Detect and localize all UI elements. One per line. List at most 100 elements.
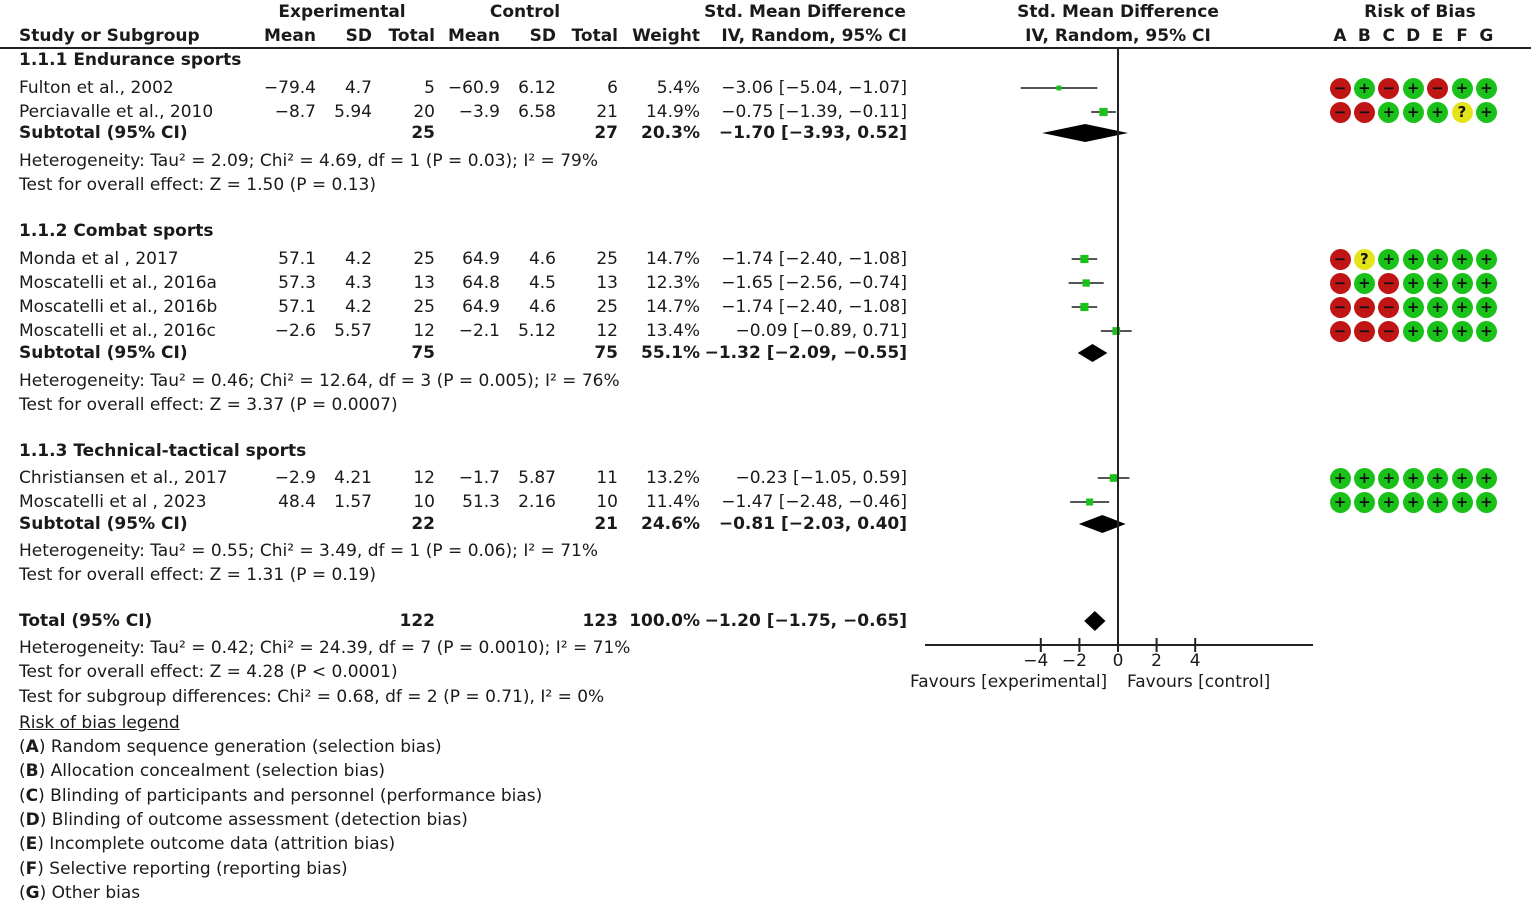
rob-high-icon: − xyxy=(1329,248,1351,270)
study-e-mean: 57.1 xyxy=(278,297,316,317)
subtotal-c-total: 27 xyxy=(594,123,618,143)
legend-text: Blinding of participants and personnel (… xyxy=(44,785,543,806)
study-name: Monda et al , 2017 xyxy=(19,249,179,269)
study-weight: 11.4% xyxy=(645,492,700,512)
effect-square xyxy=(1056,85,1062,91)
effect-square xyxy=(1099,107,1108,117)
rob-low-icon: + xyxy=(1475,320,1497,342)
study-name: Perciavalle et al., 2010 xyxy=(19,102,214,122)
study-e-total: 25 xyxy=(413,297,435,317)
study-c-sd: 4.6 xyxy=(528,297,556,317)
study-name: Moscatelli et al., 2016b xyxy=(19,297,218,317)
study-c-mean: −1.7 xyxy=(458,468,500,488)
legend-paren: ( xyxy=(19,858,26,879)
rob-low-icon: + xyxy=(1451,320,1473,342)
overall-effect-text: Test for overall effect: Z = 1.31 (P = 0… xyxy=(19,565,376,585)
legend-text: Other bias xyxy=(46,882,141,903)
rob-low-icon: + xyxy=(1402,101,1424,123)
header-c-mean: Mean xyxy=(447,26,500,46)
rob-low-icon: + xyxy=(1475,491,1497,513)
rob-letter-b: B xyxy=(1357,26,1371,46)
effect-square xyxy=(1080,254,1089,264)
study-name: Moscatelli et al , 2023 xyxy=(19,492,207,512)
heterogeneity-text: Heterogeneity: Tau² = 2.09; Chi² = 4.69,… xyxy=(19,151,598,171)
rob-letter-a: A xyxy=(1333,26,1347,46)
study-c-sd: 6.58 xyxy=(518,102,556,122)
header-c-sd: SD xyxy=(529,26,556,46)
rob-legend-title: Risk of bias legend xyxy=(19,713,180,733)
study-e-total: 10 xyxy=(413,492,435,512)
subtotal-e-total: 75 xyxy=(411,343,435,363)
rob-high-icon: − xyxy=(1378,296,1400,318)
total-ci: −1.20 [−1.75, −0.65] xyxy=(704,611,907,631)
legend-paren: ) xyxy=(39,809,47,830)
total-e-total: 122 xyxy=(399,611,436,631)
legend-key: B xyxy=(25,761,39,782)
rob-low-icon: + xyxy=(1475,248,1497,270)
study-e-total: 25 xyxy=(413,249,435,269)
legend-text: Selective reporting (reporting bias) xyxy=(43,858,348,879)
header-rob-title: Risk of Bias xyxy=(1364,2,1476,22)
study-e-mean: −79.4 xyxy=(263,78,316,98)
header-control: Control xyxy=(489,2,561,22)
subtotal-weight: 20.3% xyxy=(641,123,700,143)
subtotal-e-total: 22 xyxy=(411,514,435,534)
header-e-mean: Mean xyxy=(263,26,316,46)
rob-letter-c: C xyxy=(1382,26,1396,46)
favours-control-label: Favours [control] xyxy=(1127,672,1271,692)
legend-paren: ( xyxy=(19,761,26,782)
heterogeneity-text: Heterogeneity: Tau² = 0.46; Chi² = 12.64… xyxy=(19,371,620,391)
rob-low-icon: + xyxy=(1451,272,1473,294)
rob-low-icon: + xyxy=(1451,77,1473,99)
rob-low-icon: + xyxy=(1451,467,1473,489)
rob-low-icon: + xyxy=(1451,296,1473,318)
effect-square xyxy=(1109,474,1118,482)
rob-low-icon: + xyxy=(1353,467,1375,489)
total-diamond xyxy=(1084,611,1106,631)
rob-low-icon: + xyxy=(1402,296,1424,318)
effect-square xyxy=(1082,279,1090,287)
subtotal-label: Subtotal (95% CI) xyxy=(19,343,188,363)
study-c-sd: 5.12 xyxy=(518,321,556,341)
legend-key: F xyxy=(25,858,38,879)
header-smd-title: Std. Mean Difference xyxy=(704,2,906,22)
subtotal-c-total: 21 xyxy=(594,514,618,534)
subgroup-title: 1.1.3 Technical-tactical sports xyxy=(19,441,307,461)
study-e-mean: 57.1 xyxy=(278,249,316,269)
rob-low-icon: + xyxy=(1451,248,1473,270)
heterogeneity-text: Heterogeneity: Tau² = 0.55; Chi² = 3.49,… xyxy=(19,541,598,561)
study-e-sd: 1.57 xyxy=(334,492,372,512)
legend-paren: ) xyxy=(37,858,44,879)
study-ci: −0.75 [−1.39, −0.11] xyxy=(721,102,907,122)
rob-low-icon: + xyxy=(1427,101,1449,123)
study-c-total: 10 xyxy=(596,492,618,512)
rob-letter-d: D xyxy=(1406,26,1421,46)
study-c-sd: 5.87 xyxy=(518,468,556,488)
header-smd-method: IV, Random, 95% CI xyxy=(721,26,907,46)
legend-paren: ( xyxy=(19,834,26,855)
study-c-mean: 64.9 xyxy=(462,297,500,317)
rob-high-icon: − xyxy=(1329,101,1351,123)
total-overall-effect: Test for overall effect: Z = 4.28 (P < 0… xyxy=(19,662,398,682)
subgroup-title: 1.1.2 Combat sports xyxy=(19,221,214,241)
study-c-total: 6 xyxy=(607,78,618,98)
subtotal-ci: −0.81 [−2.03, 0.40] xyxy=(718,514,907,534)
study-ci: −3.06 [−5.04, −1.07] xyxy=(721,78,907,98)
rob-high-icon: − xyxy=(1353,296,1375,318)
subtotal-label: Subtotal (95% CI) xyxy=(19,123,188,143)
legend-paren: ( xyxy=(19,882,26,903)
rob-high-icon: − xyxy=(1427,77,1449,99)
study-e-total: 5 xyxy=(424,78,435,98)
rob-low-icon: + xyxy=(1378,101,1400,123)
rob-low-icon: + xyxy=(1402,491,1424,513)
rob-high-icon: − xyxy=(1329,77,1351,99)
study-c-total: 12 xyxy=(596,321,618,341)
rob-low-icon: + xyxy=(1329,491,1351,513)
header-experimental: Experimental xyxy=(278,2,406,22)
rob-legend-item: (D) Blinding of outcome assessment (dete… xyxy=(19,810,468,830)
study-weight: 12.3% xyxy=(645,273,700,293)
favours-experimental-label: Favours [experimental] xyxy=(910,672,1108,692)
overall-effect-text: Test for overall effect: Z = 1.50 (P = 0… xyxy=(19,175,376,195)
study-c-mean: 64.9 xyxy=(462,249,500,269)
